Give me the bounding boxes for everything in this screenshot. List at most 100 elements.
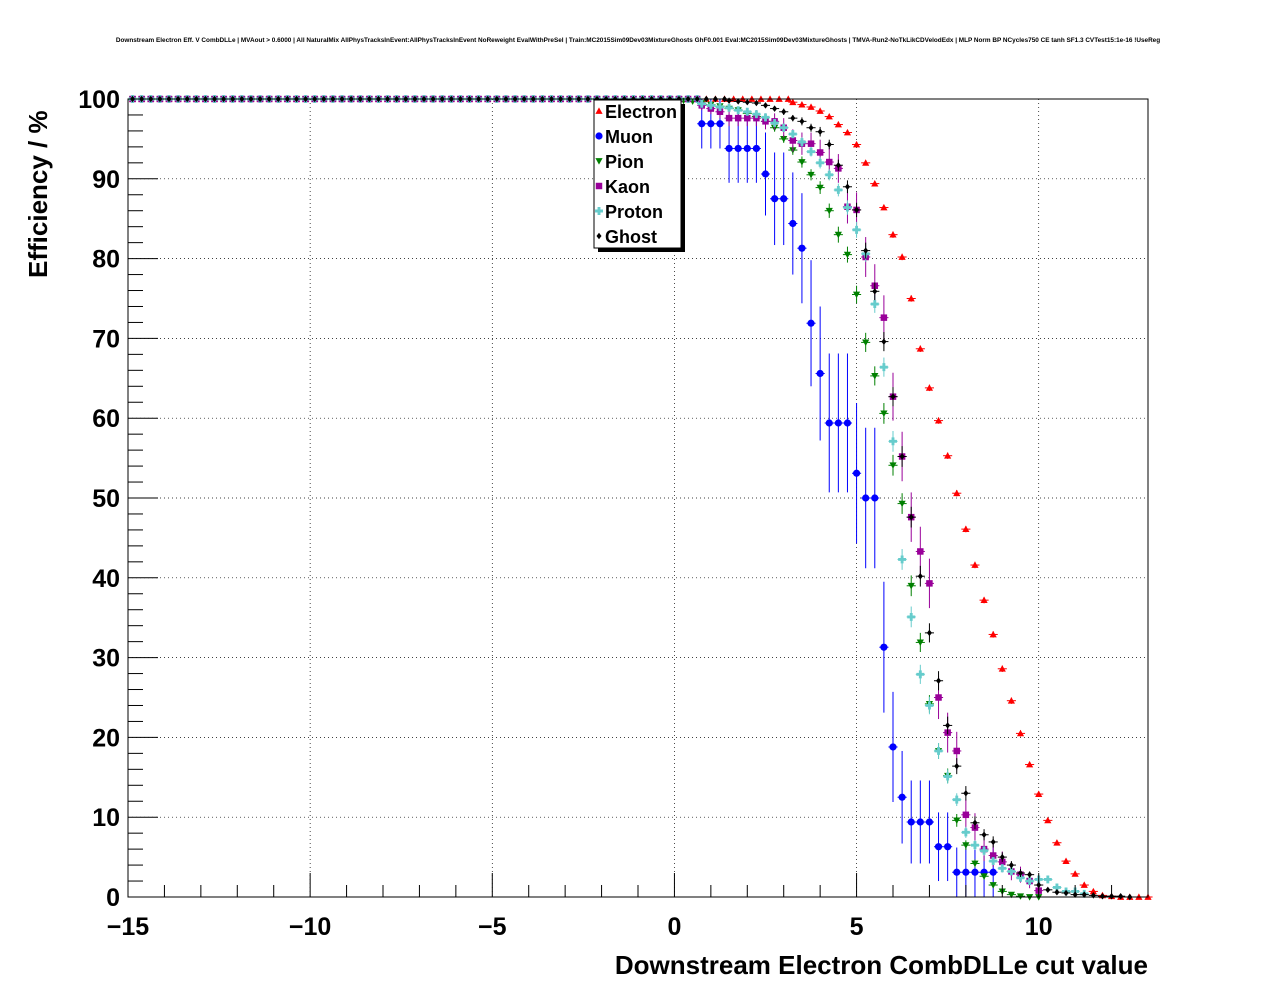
kaon-point [762, 118, 769, 125]
x-tick-label: 5 [850, 913, 864, 941]
proton-point [797, 138, 806, 147]
proton-point [852, 225, 861, 234]
proton-point [989, 857, 998, 866]
muon-point [825, 419, 833, 427]
legend-label-ghost: Ghost [605, 227, 657, 247]
ghost-point [945, 722, 951, 729]
electron-point [953, 489, 961, 497]
ghost-point [808, 124, 814, 131]
muon-point [843, 419, 852, 427]
pion-point [843, 251, 852, 259]
electron-point [889, 231, 897, 238]
y-tick-label: 0 [106, 884, 120, 912]
muon-point [862, 494, 870, 502]
electron-point [1053, 839, 1061, 846]
muon-point [789, 219, 797, 228]
y-tick-label: 30 [92, 645, 120, 673]
proton-point [788, 130, 797, 139]
kaon-point [989, 852, 997, 859]
legend-box [593, 99, 682, 249]
ghost-point [917, 572, 923, 580]
pion-point [852, 291, 861, 299]
electron-point [998, 665, 1006, 672]
legend-marker-ghost [596, 232, 602, 240]
ghost-point [972, 819, 978, 827]
muon-point [743, 144, 751, 153]
pion-point [898, 500, 906, 508]
muon-point [962, 868, 970, 876]
muon-point [944, 843, 952, 851]
pion-point [807, 171, 815, 179]
electron-point [989, 630, 997, 638]
ghost-point [954, 762, 960, 770]
electron-point [862, 159, 870, 166]
muon-point [698, 120, 706, 128]
muon-point [798, 244, 806, 252]
ghost-point [890, 393, 896, 400]
y-tick-label: 90 [92, 166, 120, 194]
pion-point [989, 882, 997, 889]
ghost-point [963, 790, 969, 797]
electron-point [944, 452, 952, 459]
legend-marker-electron [595, 107, 603, 114]
electron-point [1016, 729, 1025, 737]
legend: Electron Muon Pion Kaon Proton Ghost [593, 99, 685, 252]
ghost-point [744, 98, 750, 106]
proton-point [807, 147, 815, 156]
muon-point [916, 818, 924, 826]
legend-marker-kaon [595, 182, 603, 190]
electron-point [980, 596, 988, 604]
ghost-point [781, 108, 787, 116]
ghost-point [762, 102, 769, 109]
muon-point [761, 170, 770, 178]
ghost-point [826, 141, 832, 148]
electron-point [1080, 881, 1088, 888]
x-axis-label: Downstream Electron CombDLLe cut value [615, 950, 1148, 980]
proton-point [1007, 867, 1016, 876]
y-tick-label: 80 [92, 246, 120, 274]
kaon-point [826, 158, 833, 166]
proton-point [889, 437, 897, 446]
pion-point [1007, 891, 1015, 899]
proton-point [816, 158, 825, 167]
y-tick-label: 20 [92, 724, 120, 752]
proton-point [870, 300, 879, 309]
electron-point [789, 98, 797, 106]
ghost-point [1099, 892, 1105, 900]
pion-point [907, 582, 915, 590]
ghost-point [799, 118, 805, 125]
electron-point [825, 112, 833, 120]
kaon-point [816, 149, 824, 156]
electron-point [934, 416, 943, 424]
electron-point [880, 203, 888, 211]
proton-point [916, 670, 925, 679]
muon-point [989, 868, 997, 876]
muon-point [934, 843, 943, 851]
electron-point [816, 107, 824, 114]
ghost-point [926, 629, 932, 637]
proton-point [1016, 873, 1025, 882]
muon-point [716, 120, 724, 128]
kaon-point [725, 114, 733, 122]
ghost-point [990, 838, 996, 846]
muon-point [707, 120, 715, 128]
pion-point [880, 410, 888, 418]
muon-point [898, 793, 906, 801]
legend-marker-muon [595, 132, 603, 140]
proton-point [1025, 877, 1034, 885]
chart-title: Downstream Electron Eff. V CombDLLe | MV… [116, 37, 1160, 44]
pion-point [980, 873, 988, 880]
pion-point [953, 817, 961, 824]
kaon-point [734, 114, 742, 122]
ghost-point [1027, 871, 1033, 878]
pion-point [816, 184, 824, 192]
pion-point [834, 231, 842, 239]
y-axis-label: Efficiency / % [23, 110, 53, 278]
pion-point [825, 207, 833, 215]
proton-point [980, 846, 989, 855]
y-tick-label: 70 [92, 325, 120, 353]
muon-point [889, 743, 897, 751]
muon-point [816, 369, 824, 378]
